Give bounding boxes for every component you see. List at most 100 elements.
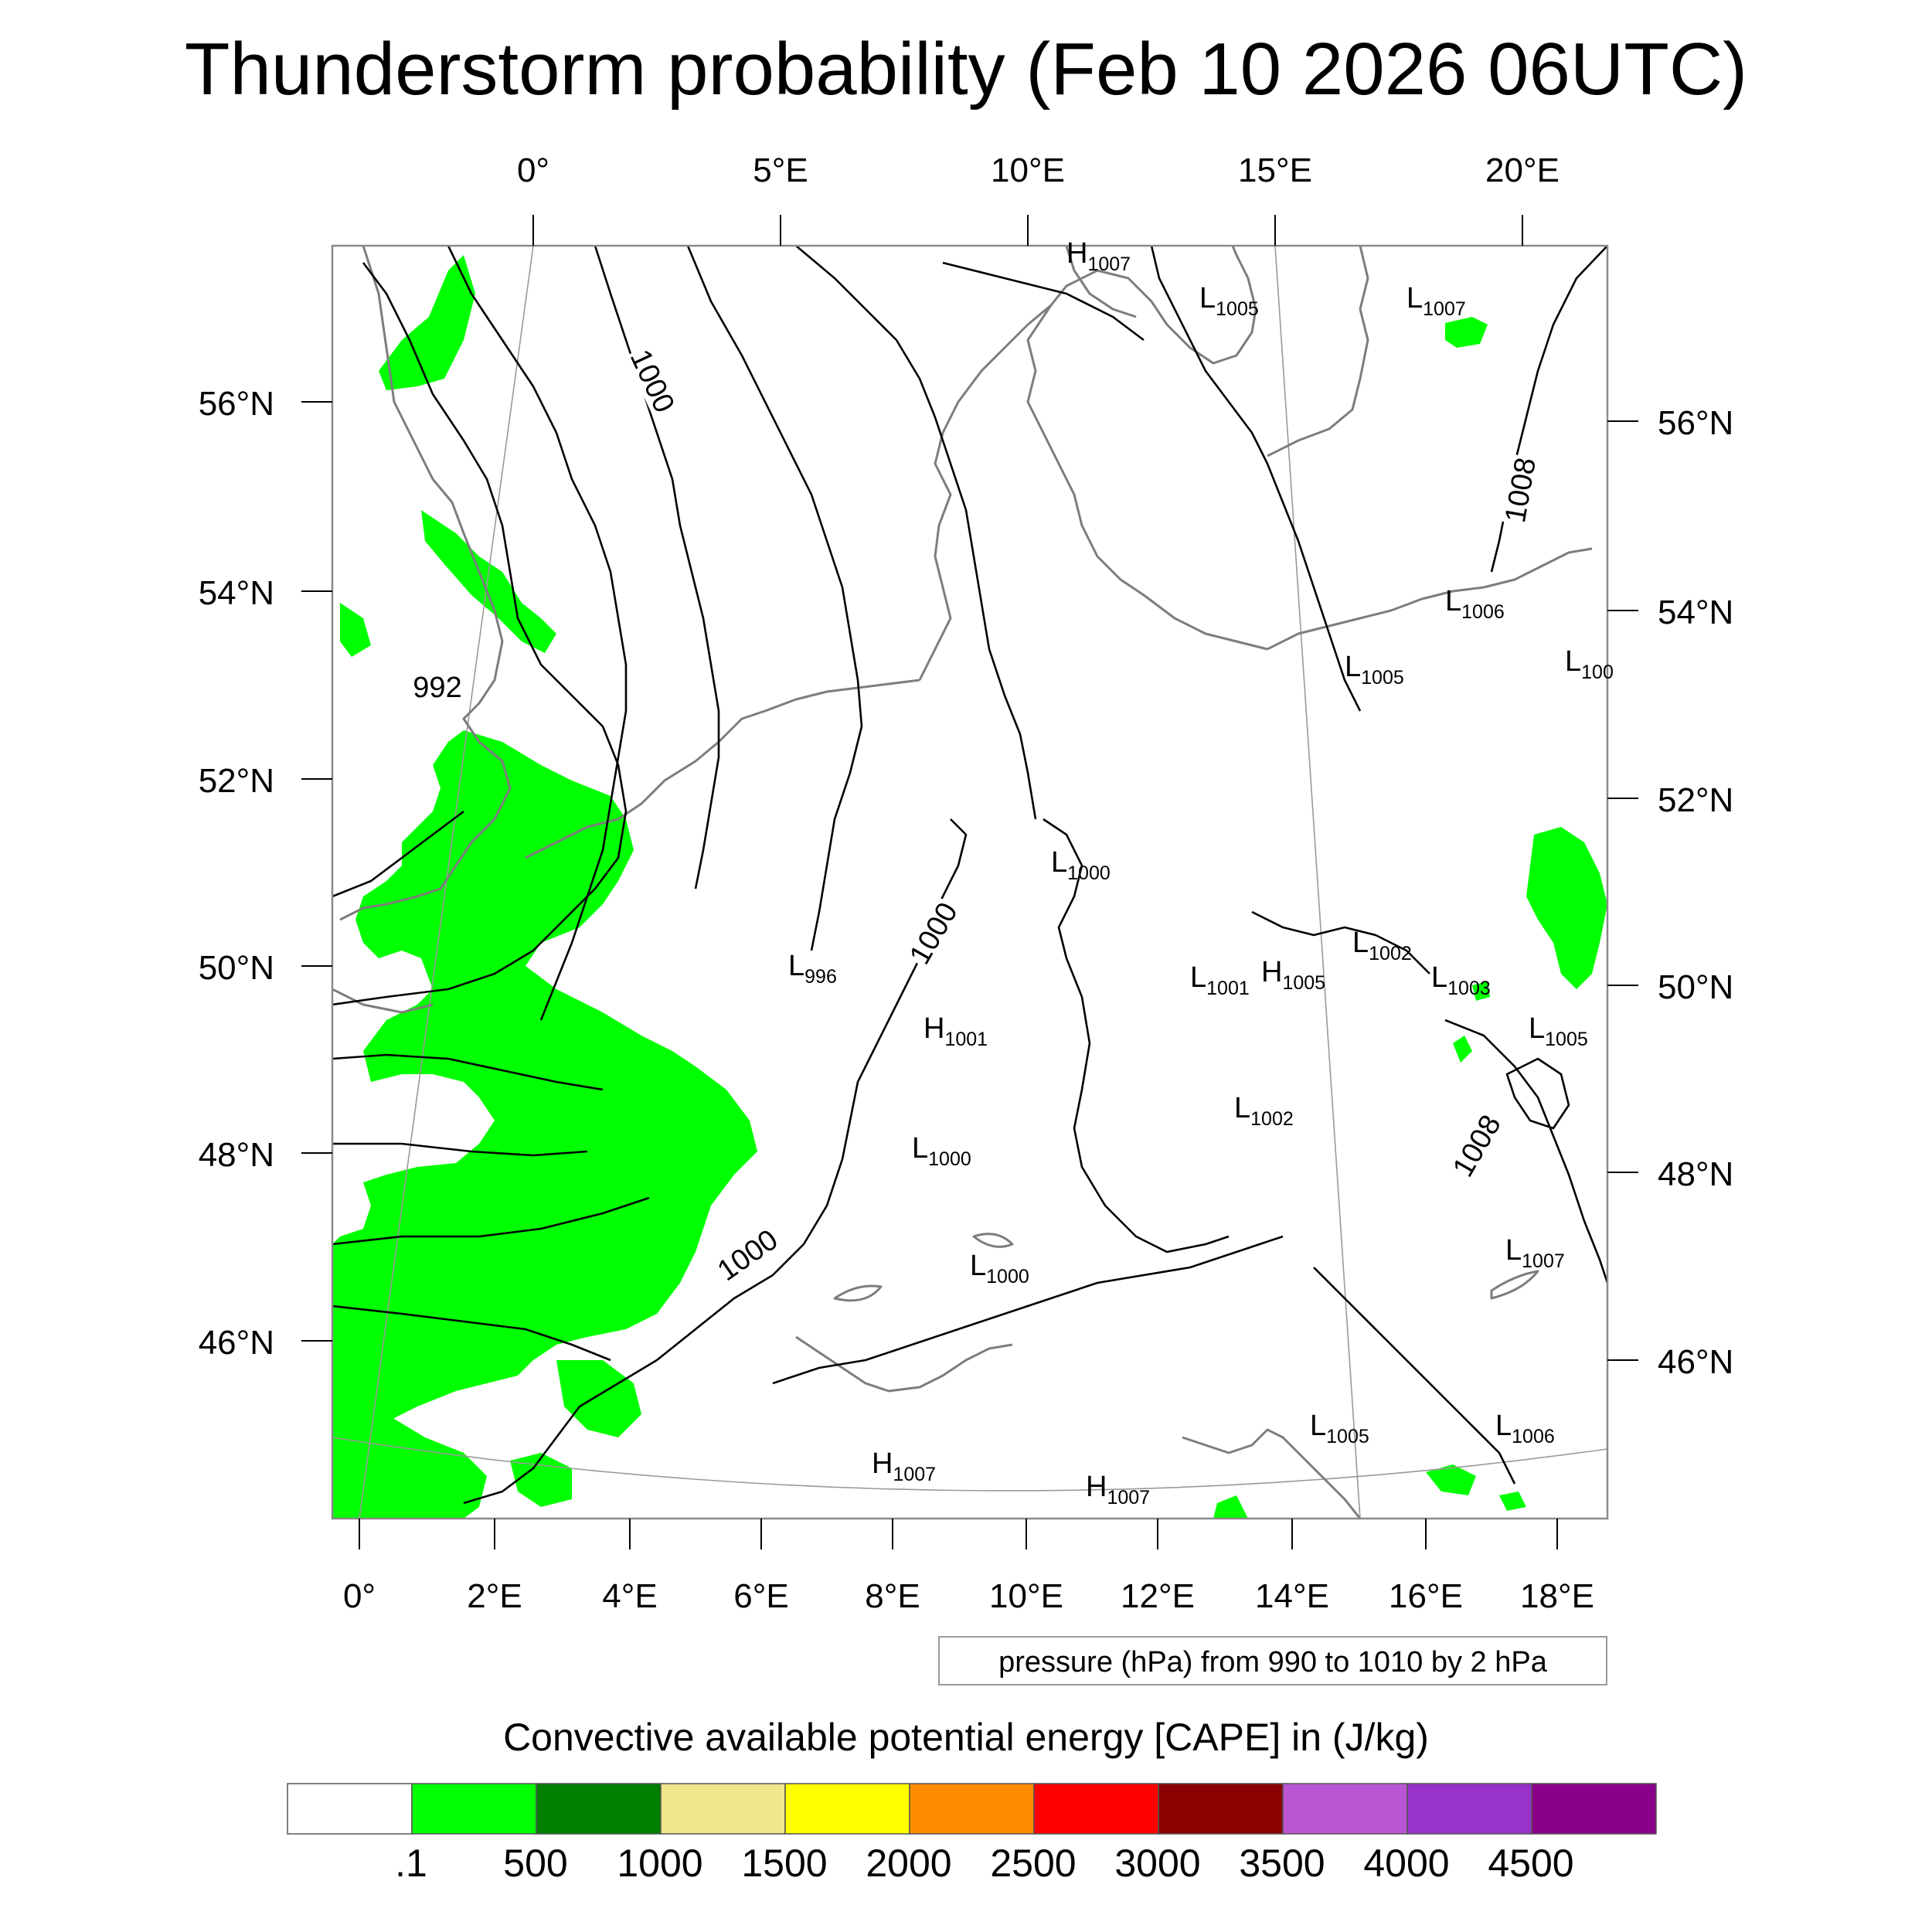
bottom-lon-label: 16°E: [1389, 1577, 1463, 1615]
coast-sweden: [1049, 246, 1257, 365]
isobar-west-2: [332, 1142, 588, 1157]
pressure-center-value: 996: [804, 966, 837, 988]
cape-area-ionian: [1499, 1492, 1526, 1511]
colorbar-title: Convective available potential energy [C…: [503, 1716, 1429, 1759]
isobar-east-1: [1251, 910, 1430, 975]
left-axis: 56°N 54°N 52°N 50°N 48°N 46°N: [199, 385, 332, 1362]
isobar-1: [332, 262, 628, 1006]
pressure-center-value: 1001: [1206, 978, 1250, 999]
bottom-lon-label: 14°E: [1255, 1577, 1329, 1615]
coast-denmark: [918, 304, 1268, 681]
pressure-center-type: L: [1352, 927, 1369, 959]
low-pressure-marker: L1007: [1406, 282, 1466, 320]
colorbar-swatch: [1406, 1783, 1532, 1835]
colorbar-boxes: [287, 1783, 1657, 1835]
pressure-center-type: L: [1190, 961, 1206, 994]
pressure-center-type: L: [1051, 846, 1067, 879]
pressure-center-value: 1006: [1512, 1426, 1555, 1447]
isobar-center-loop: [1043, 818, 1230, 1253]
low-pressure-marker: L1005: [1199, 282, 1259, 320]
pressure-center-value: 1000: [928, 1148, 971, 1170]
pressure-center-type: H: [1066, 237, 1087, 270]
pressure-center-type: L: [1495, 1410, 1512, 1442]
pressure-center-type: L: [1234, 1092, 1250, 1124]
low-pressure-marker: L100: [1565, 645, 1614, 683]
pressure-center-type: H: [923, 1012, 944, 1045]
coast-baltic-south: [1267, 547, 1593, 651]
pressure-center-type: L: [1431, 961, 1447, 994]
cape-shading: [332, 255, 1607, 1519]
pressure-center-value: 1007: [1423, 298, 1466, 320]
colorbar-swatch: [909, 1783, 1035, 1835]
low-pressure-marker: L1005: [1529, 1012, 1588, 1050]
coast-adriatic: [1182, 1428, 1362, 1519]
lake-balaton: [1490, 1270, 1539, 1300]
pressure-center-value: 1005: [1326, 1426, 1369, 1447]
low-pressure-marker: L1006: [1445, 585, 1505, 623]
right-lat-label: 46°N: [1658, 1343, 1733, 1381]
colorbar-label: 3000: [1114, 1842, 1200, 1885]
low-pressure-marker: L1005: [1345, 651, 1404, 689]
bottom-lon-label: 18°E: [1520, 1577, 1594, 1615]
pressure-center-value: 1006: [1461, 601, 1505, 623]
low-pressure-marker: L1000: [970, 1250, 1029, 1287]
pressure-center-type: L: [788, 950, 804, 982]
pressure-center-value: 1000: [986, 1266, 1029, 1287]
meridian-0: [359, 246, 534, 1519]
colorbar-label: 4000: [1363, 1842, 1449, 1885]
cape-area-baltic: [1445, 317, 1488, 348]
low-pressure-marker: L1007: [1505, 1234, 1565, 1272]
low-pressure-marker: L1003: [1431, 961, 1491, 999]
left-lat-label: 52°N: [199, 762, 274, 800]
low-pressure-marker: L1005: [1310, 1410, 1369, 1447]
high-pressure-marker: H1007: [1066, 237, 1131, 275]
chart-title: Thunderstorm probability (Feb 10 2026 06…: [184, 28, 1748, 111]
isobar-label-992: 992: [413, 672, 461, 704]
pressure-center-value: 1007: [893, 1464, 936, 1485]
pressure-center-value: 1005: [1361, 667, 1404, 689]
cape-area-east-england: [340, 603, 371, 657]
low-pressure-marker: L1001: [1190, 961, 1250, 999]
colorbar-swatch: [1531, 1783, 1657, 1835]
left-lat-label: 54°N: [199, 574, 274, 612]
isobar-west-4: [332, 810, 464, 898]
isobar-west-3: [332, 1196, 650, 1246]
isobar-5: [795, 246, 1037, 820]
cape-area-belgium: [471, 827, 556, 904]
low-pressure-marker: L1000: [912, 1132, 971, 1170]
bottom-axis: 0° 2°E 4°E 6°E 8°E 10°E 12°E 14°E 16°E 1…: [343, 1519, 1594, 1615]
isobar-north-2: [1150, 246, 1362, 712]
bottom-lon-label: 6°E: [733, 1577, 788, 1615]
colorbar-label: 3500: [1239, 1842, 1325, 1885]
low-pressure-marker: L1006: [1495, 1410, 1555, 1447]
contour-info-text: pressure (hPa) from 990 to 1010 by 2 hPa: [998, 1646, 1548, 1679]
cape-area-poland-east: [1526, 827, 1607, 989]
pressure-center-type: L: [970, 1250, 986, 1282]
colorbar-swatch: [660, 1783, 786, 1835]
bottom-lon-label: 2°E: [467, 1577, 522, 1615]
low-pressure-marker: L1000: [1051, 846, 1111, 884]
contour-info-box: [938, 1636, 1607, 1685]
pressure-center-value: 1002: [1369, 943, 1412, 964]
pressure-center-type: L: [1505, 1234, 1522, 1267]
isobar-1008-south: [1444, 1019, 1607, 1284]
bottom-lon-label: 0°: [343, 1577, 376, 1615]
pressure-center-value: 1005: [1545, 1029, 1588, 1050]
isobars: [332, 246, 1607, 1505]
pressure-center-type: L: [1529, 1012, 1545, 1045]
bottom-lon-label: 8°E: [865, 1577, 920, 1615]
top-lon-label: 15°E: [1238, 151, 1312, 189]
pressure-center-value: 1001: [944, 1029, 988, 1050]
pressure-center-value: 1005: [1282, 972, 1325, 994]
cape-area-balkans-a: [1453, 1036, 1472, 1063]
map-frame: [331, 244, 1609, 1520]
colorbar-label: .1: [395, 1842, 427, 1885]
isobar-south-2: [1313, 1267, 1516, 1485]
pressure-center-value: 1005: [1216, 298, 1259, 320]
coastlines: [332, 246, 1593, 1519]
right-lat-label: 48°N: [1658, 1155, 1733, 1193]
coast-great-britain: [339, 246, 512, 921]
isobar-west-1: [332, 1053, 604, 1091]
right-lat-label: 50°N: [1658, 968, 1733, 1006]
